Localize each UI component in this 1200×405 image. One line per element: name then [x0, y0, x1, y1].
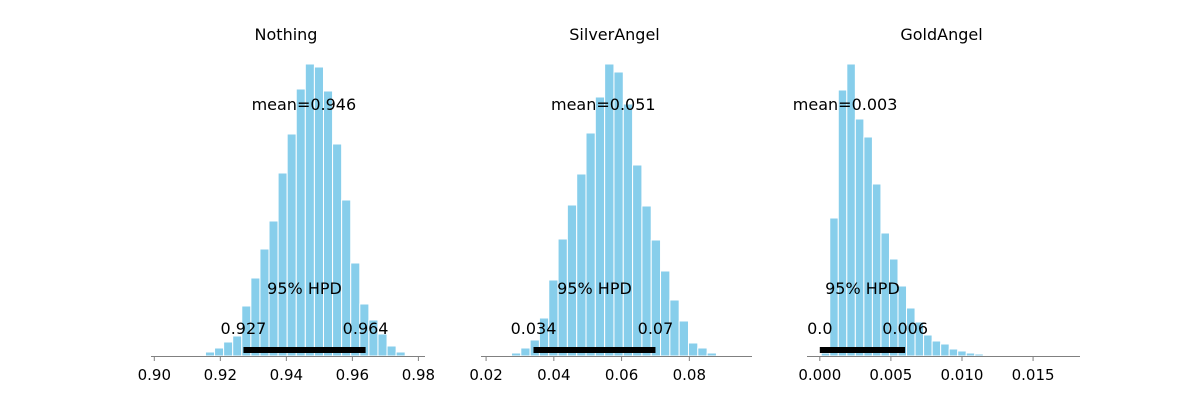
hpd-label: 95% HPD [557, 279, 632, 298]
mean-label: mean=0.946 [252, 95, 357, 114]
histogram-bar [706, 352, 717, 357]
histogram-bar [678, 320, 689, 357]
histogram-bar [259, 248, 270, 357]
histogram-bar [286, 133, 297, 357]
histogram-bar [204, 351, 216, 357]
panel-title: SilverAngel [569, 25, 659, 44]
histogram-bar [322, 90, 334, 357]
histogram-bar [965, 352, 976, 357]
x-tick-label: 0.04 [537, 366, 570, 384]
x-tick-label: 0.92 [204, 366, 237, 384]
hpd-upper-label: 0.006 [882, 319, 928, 338]
histogram-bar [232, 335, 243, 357]
histogram-bar [350, 262, 361, 357]
x-tick-label: 0.06 [605, 366, 638, 384]
histogram-bar [957, 350, 967, 357]
histogram-bar [697, 347, 708, 357]
x-tick-label: 0.02 [469, 366, 502, 384]
histogram-bar [622, 103, 634, 357]
x-tick-label: 0.98 [402, 366, 435, 384]
x-tick-label: 0.015 [1012, 366, 1055, 384]
histogram-bar [820, 352, 831, 357]
histogram-bar [295, 88, 306, 357]
histogram-bar [660, 270, 671, 357]
histogram-bar [576, 173, 587, 357]
histogram-bar [974, 353, 984, 357]
histogram-bar [613, 71, 624, 357]
histogram-bar [277, 172, 288, 357]
panel-title: GoldAngel [900, 25, 982, 44]
histogram-bar [510, 352, 522, 357]
histogram-bar [931, 340, 942, 357]
histogram-bar [837, 89, 848, 357]
x-tick-label: 0.010 [941, 366, 984, 384]
histogram-bar [250, 277, 261, 357]
x-tick-label: 0.94 [270, 366, 303, 384]
panel-nothing: 0.90 0.92 0.94 0.96 0.98 0.927 0.964 95% HPD mea… [138, 25, 436, 384]
x-tick-label: 0.96 [336, 366, 369, 384]
hpd-lower-label: 0.927 [221, 319, 267, 338]
histogram-bar [585, 132, 596, 357]
hpd-lower-label: 0.0 [807, 319, 832, 338]
histogram-bar [223, 341, 234, 357]
histogram-bar [923, 334, 933, 357]
x-tick-label: 0.005 [869, 366, 912, 384]
hpd-label: 95% HPD [825, 279, 900, 298]
histogram-bar [871, 183, 882, 357]
mean-label: mean=0.003 [793, 95, 898, 114]
panel-title: Nothing [255, 25, 318, 44]
x-tick-label: 0.90 [138, 366, 171, 384]
histogram-bar [888, 258, 899, 357]
histogram-bar [687, 342, 699, 357]
histogram-bar [332, 143, 343, 357]
hpd-label: 95% HPD [267, 279, 342, 298]
histogram-bar [650, 239, 662, 357]
hpd-lower-label: 0.034 [511, 319, 557, 338]
histogram-bar [948, 348, 959, 357]
x-tick-label: 0.000 [798, 366, 841, 384]
hpd-upper-label: 0.964 [343, 319, 389, 338]
x-tick-label: 0.08 [673, 366, 706, 384]
histogram-bar [594, 96, 606, 357]
hpd-upper-label: 0.07 [638, 319, 674, 338]
histogram-bar [386, 345, 397, 357]
histogram-bar [520, 347, 531, 357]
mean-label: mean=0.051 [551, 95, 656, 114]
panel-goldangel: 0.000 0.005 0.010 0.015 0.0 0.006 95% HPD mean=… [793, 25, 1080, 384]
histogram-bar [854, 118, 865, 357]
histogram-bar [940, 343, 950, 357]
histogram-bar [395, 351, 406, 357]
histogram-bar [863, 136, 873, 357]
panel-silverangel: 0.02 0.04 0.06 0.08 0.034 0.07 95% HPD mean=0.0… [469, 25, 752, 384]
histogram-bar [214, 347, 225, 357]
